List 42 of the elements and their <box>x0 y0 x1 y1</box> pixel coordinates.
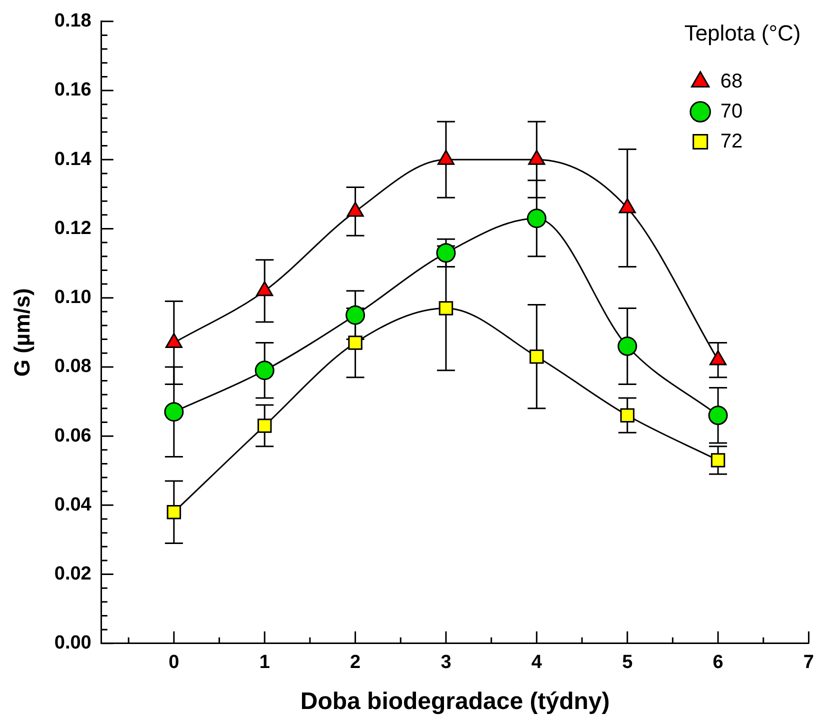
x-tick-label: 7 <box>803 652 814 674</box>
legend-label: 72 <box>720 130 743 152</box>
y-tick-label: 0.12 <box>54 218 92 239</box>
point <box>254 360 274 380</box>
y-tick-label: 0.10 <box>54 287 92 308</box>
point <box>346 202 364 217</box>
point <box>164 402 184 422</box>
x-tick-label: 1 <box>259 652 270 674</box>
point <box>257 418 272 433</box>
x-tick-label: 3 <box>440 652 452 674</box>
point <box>346 305 366 325</box>
x-axis-title: Doba biodegradace (týdny) <box>300 688 610 716</box>
y-tick-label: 0.14 <box>54 148 92 170</box>
point <box>618 336 638 356</box>
point <box>710 453 726 468</box>
legend-label: 70 <box>720 100 743 122</box>
point <box>166 504 182 520</box>
y-axis-title: G (µm/s) <box>9 288 34 377</box>
y-tick-label: 0.00 <box>54 632 92 654</box>
y-tick-label: 0.16 <box>54 80 92 101</box>
x-tick-label: 0 <box>168 652 180 674</box>
point <box>438 301 454 316</box>
y-tick-label: 0.04 <box>54 494 92 516</box>
x-tick-label: 4 <box>531 652 542 674</box>
x-tick-label: 5 <box>622 652 634 674</box>
y-tick-label: 0.08 <box>54 356 92 378</box>
x-tick-label: 6 <box>712 652 724 674</box>
x-tick-label: 2 <box>350 652 361 674</box>
point <box>437 150 455 165</box>
point <box>528 150 546 165</box>
point <box>256 281 274 296</box>
point <box>620 408 634 422</box>
point <box>348 336 362 350</box>
y-tick-label: 0.06 <box>54 425 92 446</box>
point <box>165 333 182 348</box>
point <box>618 198 636 214</box>
y-tick-label: 0.18 <box>54 10 92 32</box>
legend-label: 68 <box>720 70 743 92</box>
y-tick-label: 0.02 <box>54 564 92 585</box>
point <box>530 349 544 364</box>
legend-title: Teplota (°C) <box>684 20 801 46</box>
point <box>708 406 728 426</box>
